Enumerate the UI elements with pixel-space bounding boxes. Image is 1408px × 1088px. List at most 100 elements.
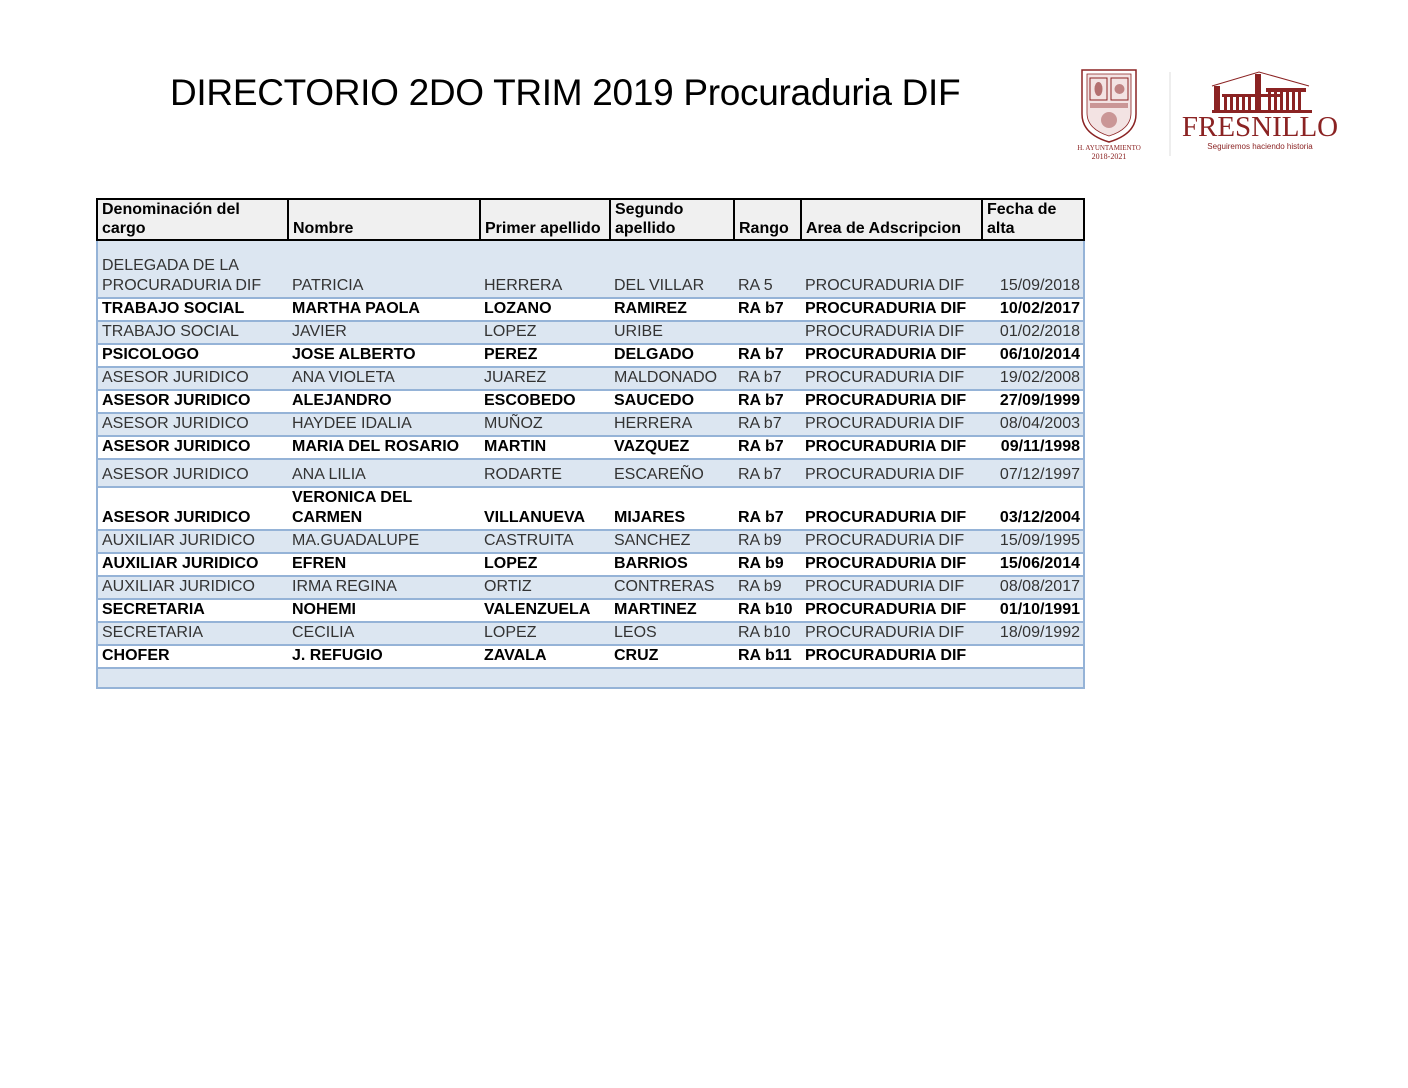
table-cell: 18/09/1992	[982, 621, 1085, 646]
table-cell: 15/09/1995	[982, 529, 1085, 554]
fresnillo-name: FRESNILLO	[1182, 111, 1338, 143]
table-row: ASESOR JURIDICO VERONICA DEL CARMEN VILLAN…	[96, 486, 1085, 531]
fresnillo-tagline: Seguiremos haciendo historia	[1207, 142, 1313, 151]
table-cell: PROCURADURIA DIF	[801, 297, 982, 322]
table-row: AUXILIAR JURIDICO EFREN LOPEZ BARRIOS RA b9 P…	[96, 552, 1085, 577]
table-cell: AUXILIAR JURIDICO	[96, 575, 288, 600]
table-cell: ASESOR JURIDICO	[96, 435, 288, 460]
table-cell: TRABAJO SOCIAL	[96, 320, 288, 345]
table-cell: RA b7	[734, 389, 801, 414]
table-cell: PROCURADURIA DIF	[801, 458, 982, 488]
column-header: Nombre	[287, 198, 481, 241]
table-cell: JOSE ALBERTO	[288, 343, 480, 368]
table-cell: MARTINEZ	[610, 598, 734, 623]
table-cell: RA b7	[734, 343, 801, 368]
table-cell: MARTHA PAOLA	[288, 297, 480, 322]
table-cell: PROCURADURIA DIF	[801, 366, 982, 391]
column-header: Fecha de alta	[981, 198, 1085, 241]
table-cell: PROCURADURIA DIF	[801, 389, 982, 414]
table-cell	[982, 667, 1085, 689]
column-header: Denominación del cargo	[96, 198, 289, 241]
table-cell: CASTRUITA	[480, 529, 610, 554]
table-cell: NOHEMI	[288, 598, 480, 623]
table-cell: LOZANO	[480, 297, 610, 322]
table-row: DELEGADA DE LA PROCURADURIA DIF PATRICIA H…	[96, 239, 1085, 299]
table-cell: MIJARES	[610, 486, 734, 531]
table-cell	[288, 667, 480, 689]
table-cell: PROCURADURIA DIF	[801, 486, 982, 531]
table-row: TRABAJO SOCIAL MARTHA PAOLA LOZANO RAMIREZ R…	[96, 297, 1085, 322]
table-cell: 06/10/2014	[982, 343, 1085, 368]
table-cell: PROCURADURIA DIF	[801, 621, 982, 646]
table-cell: J. REFUGIO	[288, 644, 480, 669]
table-cell: ASESOR JURIDICO	[96, 366, 288, 391]
table-cell: 15/09/2018	[982, 239, 1085, 299]
table-cell: CECILIA	[288, 621, 480, 646]
table-cell: 08/04/2003	[982, 412, 1085, 437]
table-cell	[734, 667, 801, 689]
table-cell: 19/02/2008	[982, 366, 1085, 391]
table-cell: RA b9	[734, 529, 801, 554]
table-cell: AUXILIAR JURIDICO	[96, 529, 288, 554]
table-cell: CRUZ	[610, 644, 734, 669]
table-row: ASESOR JURIDICO ANA LILIA RODARTE ESCAREÑO R…	[96, 458, 1085, 488]
table-cell: RA b7	[734, 435, 801, 460]
table-cell: PROCURADURIA DIF	[801, 320, 982, 345]
table-cell: ZAVALA	[480, 644, 610, 669]
table-cell: SANCHEZ	[610, 529, 734, 554]
table-cell: SECRETARIA	[96, 621, 288, 646]
table-cell	[801, 667, 982, 689]
table-cell: URIBE	[610, 320, 734, 345]
table-row: TRABAJO SOCIAL JAVIER LOPEZ URIBE PROCURADUR…	[96, 320, 1085, 345]
table-cell: PROCURADURIA DIF	[801, 435, 982, 460]
table-cell: 01/10/1991	[982, 598, 1085, 623]
table-row: ASESOR JURIDICO ALEJANDRO ESCOBEDO SAUCEDO R…	[96, 389, 1085, 414]
table-cell: CONTRERAS	[610, 575, 734, 600]
table-cell: 03/12/2004	[982, 486, 1085, 531]
table-row: SECRETARIA CECILIA LOPEZ LEOS RA b10 PROCURAD…	[96, 621, 1085, 646]
table-cell: ANA VIOLETA	[288, 366, 480, 391]
column-header: Area de Adscripcion	[800, 198, 983, 241]
table-cell: DEL VILLAR	[610, 239, 734, 299]
table-cell: HAYDEE IDALIA	[288, 412, 480, 437]
table-cell: TRABAJO SOCIAL	[96, 297, 288, 322]
table-cell: 27/09/1999	[982, 389, 1085, 414]
table-cell: PROCURADURIA DIF	[801, 529, 982, 554]
ayuntamiento-years: 2018-2021	[1092, 152, 1127, 161]
table-row: SECRETARIA NOHEMI VALENZUELA MARTINEZ RA b10…	[96, 598, 1085, 623]
table-cell: MA.GUADALUPE	[288, 529, 480, 554]
table-cell: SECRETARIA	[96, 598, 288, 623]
table-cell: RA b10	[734, 598, 801, 623]
table-cell: EFREN	[288, 552, 480, 577]
table-row	[96, 667, 1085, 689]
table-row: ASESOR JURIDICO ANA VIOLETA JUAREZ MALDONAD…	[96, 366, 1085, 391]
table-cell: SAUCEDO	[610, 389, 734, 414]
table-cell: PROCURADURIA DIF	[801, 343, 982, 368]
table-cell	[96, 667, 288, 689]
table-cell: 07/12/1997	[982, 458, 1085, 488]
logos: H. AYUNTAMIENTO 2018-2021 FRESNILLO Segu…	[1077, 69, 1338, 161]
table-cell: RA b10	[734, 621, 801, 646]
table-cell: PROCURADURIA DIF	[801, 412, 982, 437]
table-cell: AUXILIAR JURIDICO	[96, 552, 288, 577]
table-cell: RA b9	[734, 575, 801, 600]
header-row: Denominación del cargo Nombre Primer ape…	[96, 198, 1085, 241]
table-cell: PEREZ	[480, 343, 610, 368]
table-cell: RA b7	[734, 412, 801, 437]
table-cell: ESCOBEDO	[480, 389, 610, 414]
table-cell: MARTIN	[480, 435, 610, 460]
column-header: Primer apellido	[479, 198, 611, 241]
table-row: ASESOR JURIDICO HAYDEE IDALIA MUÑOZ HERRERA…	[96, 412, 1085, 437]
ayuntamiento-seal-logo: H. AYUNTAMIENTO 2018-2021	[1077, 69, 1141, 161]
table-cell: ORTIZ	[480, 575, 610, 600]
table-cell: ASESOR JURIDICO	[96, 486, 288, 531]
table-cell: JUAREZ	[480, 366, 610, 391]
directory-table: Denominación del cargo Nombre Primer ape…	[96, 198, 1085, 689]
table-row: PSICOLOGO JOSE ALBERTO PEREZ DELGADO RA b7 PR…	[96, 343, 1085, 368]
table-cell: PROCURADURIA DIF	[801, 552, 982, 577]
table-cell: RAMIREZ	[610, 297, 734, 322]
table-cell: VILLANUEVA	[480, 486, 610, 531]
table-cell: VERONICA DEL CARMEN	[288, 486, 480, 531]
table-cell: HERRERA	[610, 412, 734, 437]
table-row: AUXILIAR JURIDICO MA.GUADALUPE CASTRUITA SA…	[96, 529, 1085, 554]
